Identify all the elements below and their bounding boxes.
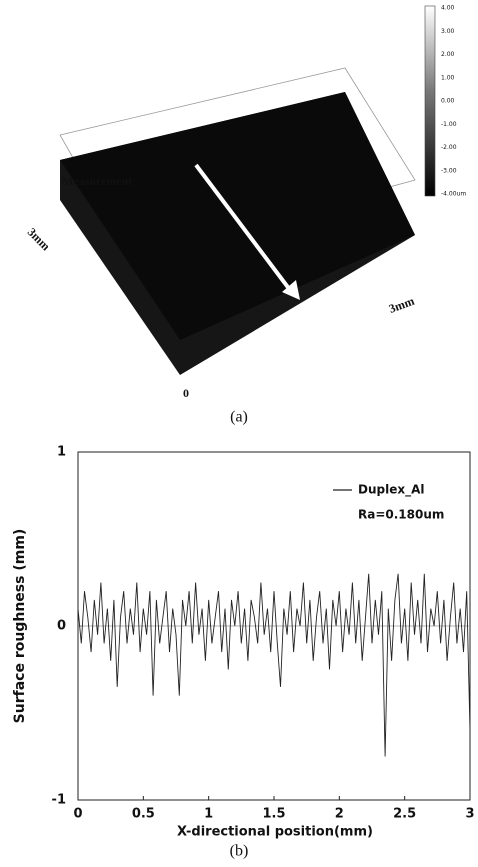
edge-label: 3mm (25, 225, 53, 253)
x-tick-label: 0.5 (132, 807, 155, 822)
figure: 4.00 3.00 2.00 1.00 0.00 -1.00 -2.00 -3.00 -4.00… (0, 0, 478, 867)
x-tick-label: 3 (465, 807, 474, 822)
edge-label: 3mm (387, 294, 416, 316)
x-tick-label: 1.5 (262, 807, 285, 822)
y-tick-label: -1 (52, 793, 66, 808)
annotation: Ra=0.180um (358, 508, 444, 522)
colorbar-label: -3.00 (441, 167, 457, 174)
y-tick-label: 1 (57, 445, 66, 460)
measurement-label: Measurement (62, 174, 132, 188)
origin-label: 0 (183, 386, 189, 400)
colorbar-label: 3.00 (441, 28, 455, 35)
data-line (78, 574, 470, 757)
colorbar-labels: 4.00 3.00 2.00 1.00 0.00 -1.00 -2.00 -3.00 -4.00… (441, 5, 466, 198)
surface-top (60, 92, 415, 340)
colorbar-label: 2.00 (441, 51, 455, 58)
x-tick-label: 1 (204, 807, 213, 822)
caption: (a) (230, 409, 248, 426)
y-tick-label: 0 (57, 619, 66, 634)
caption: (b) (230, 843, 249, 860)
colorbar-label: -2.00 (441, 144, 457, 151)
legend-label: Duplex_Al (358, 483, 425, 498)
x-axis-label: X-directional position(mm) (177, 825, 373, 840)
colorbar (425, 6, 435, 196)
colorbar-label: 1.00 (441, 74, 455, 81)
colorbar-label: 4.00 (441, 5, 455, 12)
x-tick-label: 2.5 (393, 807, 416, 822)
x-tick-label: 2 (335, 807, 344, 822)
colorbar-label: -4.00um (441, 191, 466, 198)
surface-image: 4.00 3.00 2.00 1.00 0.00 -1.00 -2.00 -3.00 -4.00… (25, 5, 467, 426)
colorbar-label: 0.00 (441, 98, 455, 105)
chart: X-directional position(mm) Surface rough… (12, 445, 475, 860)
x-tick-label: 0 (73, 807, 82, 822)
y-axis-label: Surface roughness (mm) (12, 529, 28, 724)
colorbar-label: -1.00 (441, 121, 457, 128)
